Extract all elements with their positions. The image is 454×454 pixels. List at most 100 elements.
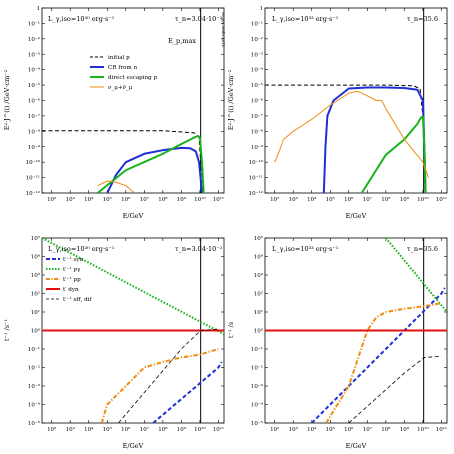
y-tick-label: 10⁻² [28, 36, 40, 43]
y-tick-label: 10⁻⁴ [28, 67, 41, 74]
x-tick-label: 10⁸ [158, 196, 168, 203]
x-tick-label: 10⁹ [177, 426, 187, 433]
x-tick-label: 10² [47, 196, 56, 203]
y-tick-label: 10⁻⁸ [251, 128, 264, 135]
y-tick-label: 10⁻⁴ [28, 402, 41, 409]
x-tick-label: 10⁹ [400, 426, 410, 433]
y-tick-label: 10⁻¹⁰ [249, 159, 264, 166]
x-axis-label: E/GeV [346, 442, 367, 450]
annotation-tau: τ_n=35.6 [407, 15, 438, 23]
panel-bottom-left: 10² 10³ 10⁴ 10⁵ 10⁶ 10⁷ 10⁸ 10⁹ 10¹⁰ 10¹¹ 10⁻⁵ 10⁻⁴… [3, 235, 225, 450]
series-initial [42, 130, 203, 193]
series-pg [325, 302, 442, 423]
x-tick-label: 10⁵ [326, 426, 335, 433]
annotation-luminosity: L_γ,iso=10³⁰ erg·s⁻¹ [48, 15, 115, 23]
series-pg [100, 348, 219, 423]
x-tick-label: 10⁸ [381, 196, 391, 203]
series-cr [322, 86, 427, 193]
y-tick-label: 10⁻⁵ [251, 82, 263, 89]
panel-bottom-right: 10² 10³ 10⁴ 10⁵ 10⁶ 10⁷ 10⁸ 10⁹ 10¹⁰ 10¹¹ 10⁻⁵ 10⁻⁴… [227, 235, 448, 450]
x-tick-label: 10¹⁰ [417, 196, 429, 203]
y-tick-label: 10³ [31, 272, 40, 279]
x-tick-label: 10² [47, 426, 56, 433]
axis-ticks: 10² 10³ 10⁴ 10⁵ 10⁶ 10⁷ 10⁸ 10⁹ 10¹⁰ 10¹¹ 10⁻¹² 10⁻… [26, 6, 224, 203]
annotation-tau: τ_n=3.04·10⁻² [175, 15, 223, 23]
vline-note: Stop/Combi 2012 [221, 12, 226, 48]
x-tick-label: 10⁷ [363, 426, 373, 433]
series-group [265, 238, 447, 423]
y-tick-label: 10⁻¹ [28, 20, 40, 27]
y-tick-label: 10² [254, 291, 263, 298]
x-tick-label: 10² [270, 426, 279, 433]
panel-top-right: 10² 10³ 10⁴ 10⁵ 10⁶ 10⁷ 10⁸ 10⁹ 10¹⁰ 10¹¹ 10⁻¹² 10⁻… [227, 6, 448, 220]
x-tick-label: 10⁸ [381, 426, 391, 433]
x-tick-label: 10⁵ [326, 196, 335, 203]
x-tick-label: 10¹¹ [213, 426, 224, 433]
legend-direct-p: direct escaping p [108, 75, 157, 81]
legend-pg: t′⁻¹ pγ [63, 266, 81, 273]
x-tick-label: 10⁷ [363, 196, 373, 203]
x-tick-label: 10⁴ [307, 426, 317, 433]
x-tick-label: 10¹¹ [436, 426, 447, 433]
y-tick-label: 10⁻⁵ [28, 82, 40, 89]
y-tick-label: 10⁻⁵ [28, 420, 40, 427]
y-tick-label: 10⁴ [254, 254, 264, 261]
legend-neutrino: ν_μ+ν̄_μ [108, 85, 133, 91]
x-tick-label: 10⁹ [177, 196, 187, 203]
x-axis-label: E/GeV [123, 212, 144, 220]
legend-initial-p: initial p [108, 55, 130, 61]
annotation-luminosity: L_γ,iso=10³⁰ erg·s⁻¹ [48, 245, 115, 253]
x-tick-label: 10² [270, 196, 279, 203]
y-tick-label: 10⁻¹² [26, 190, 40, 197]
panel-top-left: 10² 10³ 10⁴ 10⁵ 10⁶ 10⁷ 10⁸ 10⁹ 10¹⁰ 10¹¹ 10⁻¹² 10⁻… [3, 6, 226, 220]
x-tick-label: 10³ [289, 196, 298, 203]
x-tick-label: 10¹¹ [213, 196, 224, 203]
y-tick-label: 10⁻⁷ [28, 113, 41, 120]
legend: initial p CR from n direct escaping p ν_… [90, 55, 157, 91]
annotation-tau: τ_n=3.04·10⁻² [175, 245, 223, 253]
x-tick-label: 10³ [66, 196, 75, 203]
y-tick-label: 10⁻² [251, 36, 263, 43]
y-tick-label: 10³ [254, 272, 263, 279]
y-tick-label: 10⁻⁶ [28, 98, 41, 105]
y-tick-label: 10⁻³ [28, 383, 40, 390]
plot-frame [264, 7, 448, 194]
x-tick-label: 10⁶ [344, 426, 354, 433]
y-tick-label: 10⁻² [28, 365, 40, 372]
x-axis-label: E/GeV [123, 442, 144, 450]
axis-ticks: 10² 10³ 10⁴ 10⁵ 10⁶ 10⁷ 10⁸ 10⁹ 10¹⁰ 10¹¹ 10⁻¹² 10⁻… [249, 6, 447, 203]
legend-cr-from-n: CR from n [108, 65, 137, 71]
y-tick-label: 10⁻⁷ [251, 113, 264, 120]
y-axis-label: t⁻¹ /s⁻¹ [3, 318, 11, 341]
y-tick-label: 10¹ [31, 309, 40, 316]
y-tick-label: 1 [260, 6, 264, 12]
series-diff [118, 328, 219, 423]
legend-dyn: t′ dyn [63, 287, 79, 293]
series-group [42, 238, 224, 423]
x-tick-label: 10¹⁰ [417, 426, 429, 433]
x-tick-label: 10⁶ [121, 426, 131, 433]
x-tick-label: 10¹⁰ [194, 196, 206, 203]
series-cr [106, 146, 204, 193]
series-syn [152, 361, 223, 423]
x-tick-label: 10⁹ [400, 196, 410, 203]
y-tick-label: 10⁻⁴ [251, 67, 264, 74]
y-tick-label: 1 [37, 6, 41, 12]
series-diff [348, 355, 442, 423]
y-tick-label: 10⁵ [254, 235, 263, 242]
plot-frame [41, 7, 225, 194]
x-tick-label: 10³ [289, 426, 298, 433]
x-tick-label: 10⁸ [158, 426, 168, 433]
annotation-luminosity: L_γ,iso=10³³ erg·s⁻¹ [272, 15, 339, 23]
x-tick-label: 10⁴ [84, 196, 94, 203]
y-tick-label: 10⁻³ [28, 51, 40, 58]
annotation-luminosity: L_γ,iso=10³³ erg·s⁻¹ [272, 245, 339, 253]
axis-ticks: 10² 10³ 10⁴ 10⁵ 10⁶ 10⁷ 10⁸ 10⁹ 10¹⁰ 10¹¹ 10⁻⁵ 10⁻⁴… [28, 235, 224, 433]
series-direct [360, 115, 427, 193]
x-tick-label: 10⁶ [121, 196, 131, 203]
y-tick-label: 10⁵ [31, 235, 40, 242]
y-tick-label: 10⁻⁵ [251, 420, 263, 427]
vline-label: E_p,max [168, 37, 196, 45]
series-direct [96, 134, 205, 193]
x-tick-label: 10³ [66, 426, 75, 433]
